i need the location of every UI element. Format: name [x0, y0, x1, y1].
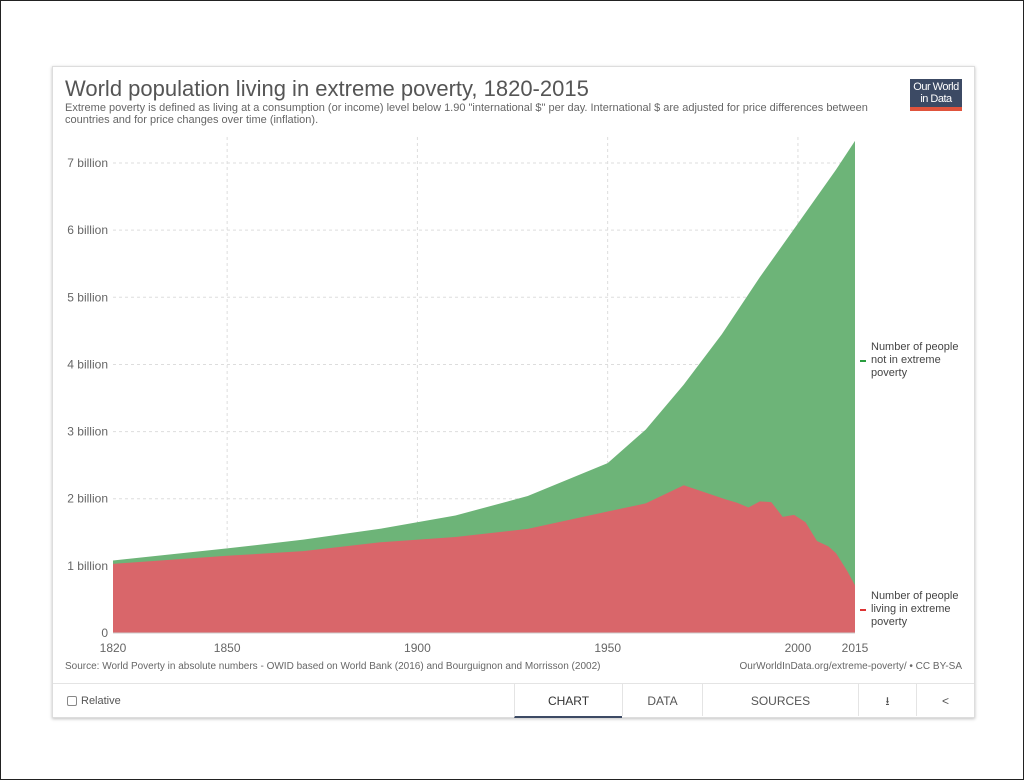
tab-sources[interactable]: SOURCES — [702, 684, 858, 716]
chart-title: World population living in extreme pover… — [65, 76, 589, 101]
y-tick-label: 4 billion — [67, 357, 108, 371]
logo-text: Our World in Data — [913, 81, 959, 105]
x-tick-label: 2000 — [785, 641, 812, 655]
chart-card: World population living in extreme pover… — [52, 66, 975, 718]
download-icon: ⭳ — [885, 694, 890, 708]
share-icon: < — [941, 694, 949, 708]
chart-subtitle: Extreme poverty is defined as living at … — [65, 102, 868, 126]
share-button[interactable]: < — [916, 684, 974, 716]
legend-not-in-poverty: Number of people not in extreme poverty — [871, 341, 958, 379]
x-tick-label: 1850 — [214, 641, 241, 655]
tab-chart[interactable]: CHART — [514, 684, 622, 718]
x-tick-label: 2015 — [842, 641, 869, 655]
area-chart: 0 1 billion 2 billion 3 billion 4 billion 5 b… — [67, 137, 958, 655]
x-tick-label: 1820 — [100, 641, 127, 655]
x-tick-label: 1950 — [594, 641, 621, 655]
controls-bar: Relative CHART DATA SOURCES ⭳ < — [53, 683, 974, 718]
y-tick-label: 1 billion — [67, 559, 108, 573]
relative-label: Relative — [81, 695, 121, 707]
license-link[interactable]: OurWorldInData.org/extreme-poverty/ • CC… — [739, 661, 962, 672]
y-tick-label: 7 billion — [67, 156, 108, 170]
y-tick-label: 6 billion — [67, 223, 108, 237]
download-button[interactable]: ⭳ — [858, 684, 916, 716]
area-in-poverty — [113, 485, 855, 633]
y-tick-label: 2 billion — [67, 492, 108, 506]
y-tick-label: 0 — [101, 626, 108, 640]
relative-checkbox[interactable] — [67, 696, 77, 706]
y-tick-label: 5 billion — [67, 290, 108, 304]
y-tick-label: 3 billion — [67, 425, 108, 439]
x-tick-label: 1900 — [404, 641, 431, 655]
legend-in-poverty: Number of people living in extreme poverty — [871, 590, 958, 628]
tab-data[interactable]: DATA — [622, 684, 702, 716]
source-note: Source: World Poverty in absolute number… — [65, 661, 601, 672]
relative-toggle[interactable]: Relative — [67, 695, 121, 707]
owid-logo[interactable]: Our World in Data — [910, 79, 962, 111]
